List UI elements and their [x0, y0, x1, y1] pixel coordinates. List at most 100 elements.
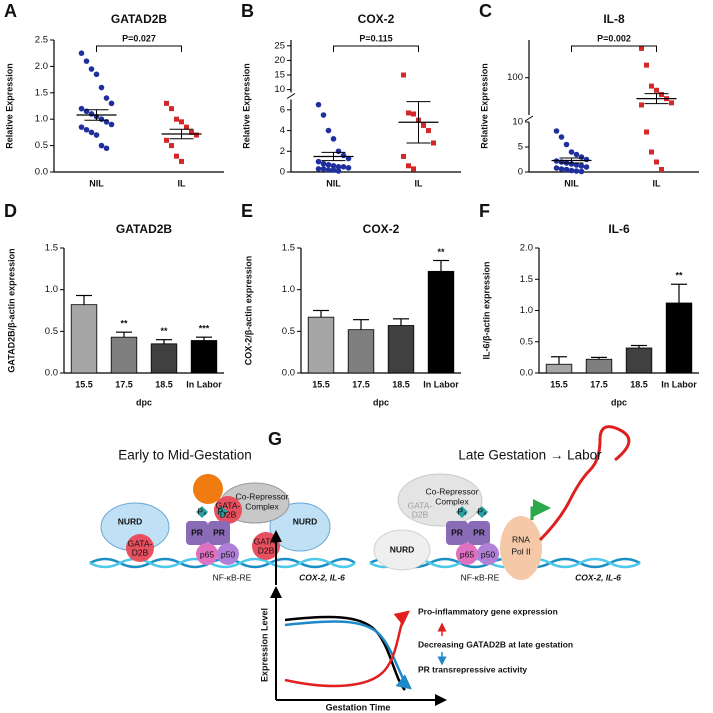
- x-tick-label: In Labor: [186, 379, 222, 389]
- diagram-text: Pro-inflammatory gene expression: [418, 606, 558, 616]
- p4: [456, 506, 488, 518]
- data-point: [654, 87, 659, 93]
- diagram-text: D2B: [220, 509, 237, 519]
- bar: [585, 358, 613, 374]
- y-tick-label: 20: [274, 55, 285, 66]
- diagram-text: GATA-: [216, 500, 241, 510]
- significance: **: [437, 247, 445, 257]
- data-point: [563, 141, 570, 148]
- data-point: [426, 128, 431, 134]
- diagram-text: Decreasing GATAD2B at late gestation: [418, 639, 573, 649]
- data-point: [568, 167, 575, 174]
- data-point: [88, 111, 95, 117]
- diagram-text: NF-κB-RE: [213, 572, 252, 582]
- data-point: [659, 91, 664, 97]
- data-point: [164, 100, 169, 106]
- data-point: [644, 62, 649, 68]
- significance-bracket: [571, 45, 657, 52]
- data-point: [335, 164, 342, 170]
- pr: [208, 521, 230, 545]
- panel-letter: A: [4, 1, 17, 21]
- y-tick-label: 1.5: [35, 87, 48, 98]
- diagram-text: D2B: [412, 509, 429, 519]
- diagram-text: PR: [473, 527, 485, 537]
- scenario-title: Late Gestation → Labor: [458, 448, 602, 463]
- data-point: [315, 166, 322, 172]
- y-tick-label: 2: [280, 146, 285, 157]
- y-tick-label: 1.0: [35, 114, 48, 125]
- data-point: [401, 72, 406, 78]
- diagram-text: NURD: [118, 516, 143, 526]
- panel-title: COX-2: [358, 12, 395, 26]
- data-point: [179, 158, 184, 164]
- nurd-complex: [373, 529, 431, 571]
- bar: [347, 329, 375, 374]
- data-point: [78, 124, 85, 130]
- significance: **: [675, 271, 683, 281]
- p50: [217, 543, 239, 565]
- data-point: [553, 128, 560, 134]
- data-point: [108, 121, 115, 128]
- data-point: [649, 83, 654, 89]
- data-point: [340, 152, 347, 159]
- x-tick-label: IL: [178, 178, 187, 188]
- significance-bracket: [96, 45, 182, 52]
- diagram-text: D2B: [258, 545, 275, 555]
- data-point: [174, 153, 179, 159]
- data-point: [174, 116, 179, 122]
- diagram-text: P₄: [217, 506, 227, 516]
- data-point: [578, 154, 585, 160]
- data-point: [78, 50, 85, 56]
- pr: [186, 521, 208, 545]
- diagram-text: Co-Repressor: [236, 491, 289, 501]
- data-point: [93, 71, 100, 78]
- y-tick-label: 1.0: [282, 284, 295, 295]
- y-axis-label: IL-6/β-actin expression: [481, 261, 491, 359]
- y-tick-label: 1.5: [282, 243, 295, 254]
- data-point: [93, 132, 100, 138]
- data-point: [553, 165, 560, 171]
- bar: [387, 325, 415, 374]
- significance: **: [120, 319, 128, 329]
- y-tick-label: 2.0: [35, 61, 48, 72]
- data-point: [320, 166, 327, 172]
- data-point: [639, 45, 644, 51]
- x-tick-label: 17.5: [352, 379, 370, 389]
- bar: [190, 340, 218, 374]
- panel-title: GATAD2B: [116, 222, 173, 236]
- data-point: [83, 126, 90, 133]
- diagram-text: D2B: [132, 547, 149, 557]
- data-point: [330, 136, 337, 142]
- y-axis-label: Relative Expression: [241, 63, 251, 149]
- data-point: [669, 100, 674, 106]
- y-tick-label: 0.5: [45, 326, 58, 337]
- p-value: P=0.027: [122, 33, 156, 43]
- data-point: [330, 162, 337, 169]
- data-point: [659, 167, 664, 172]
- data-point: [583, 156, 590, 163]
- rna: [538, 425, 631, 542]
- data-point: [83, 58, 90, 64]
- data-point: [411, 166, 416, 172]
- data-point: [108, 100, 115, 107]
- data-point: [315, 158, 322, 165]
- diagram-text: P₄: [197, 506, 207, 516]
- p65: [456, 543, 478, 565]
- axis-break: [524, 115, 534, 122]
- diagram-text: RNA: [512, 534, 530, 544]
- data-point: [406, 110, 411, 116]
- diagram-text: COX-2, IL-6: [575, 572, 621, 582]
- x-tick-label: NIL: [89, 178, 104, 188]
- data-point: [325, 167, 332, 173]
- data-point: [558, 134, 565, 140]
- x-tick-label: 18.5: [392, 379, 410, 389]
- y-tick-label: 15: [274, 70, 285, 81]
- y-tick-label: 10: [274, 84, 285, 95]
- x-tick-label: 17.5: [115, 379, 133, 389]
- x-tick-label: 15.5: [550, 379, 568, 389]
- y-tick-label: 100: [507, 72, 523, 83]
- data-point: [330, 167, 337, 173]
- data-point: [421, 122, 426, 128]
- diagram-text: GATA-: [128, 538, 153, 548]
